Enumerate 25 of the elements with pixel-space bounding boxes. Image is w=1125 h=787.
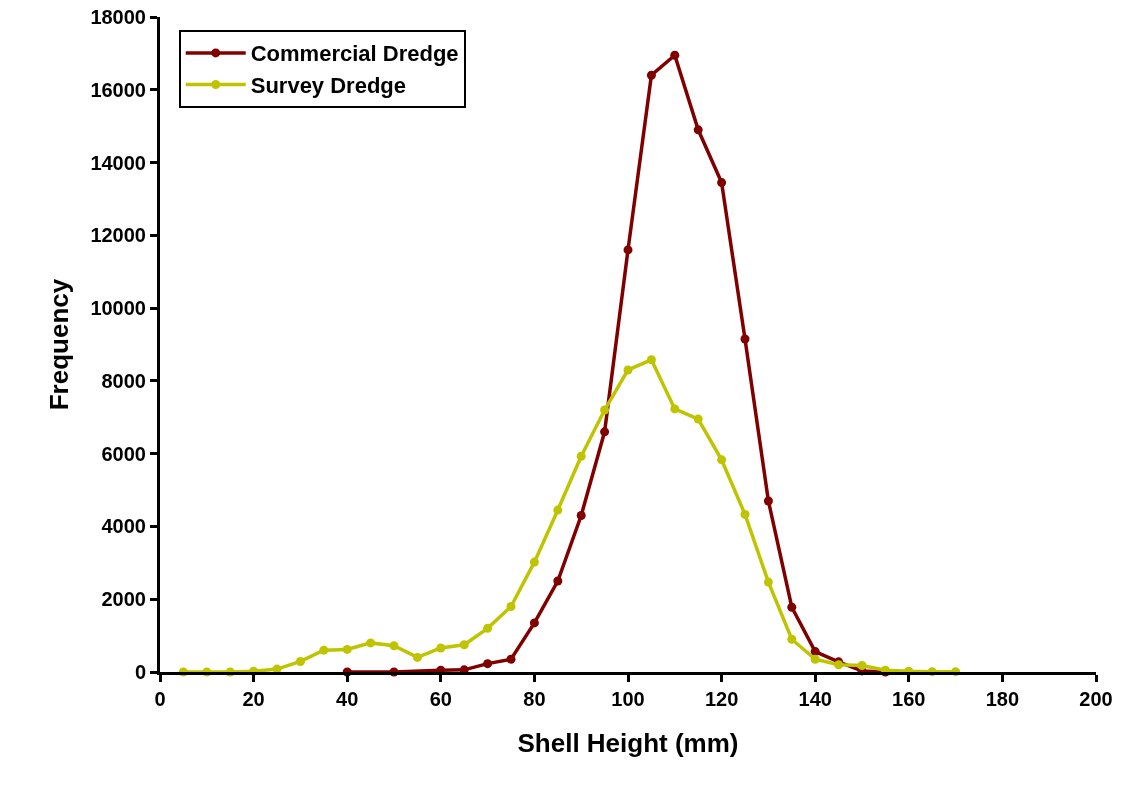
x-tick-label: 80 — [523, 688, 546, 710]
x-tick-label: 100 — [611, 688, 645, 710]
y-axis-title: Frequency — [43, 278, 74, 411]
x-tick-label: 180 — [985, 688, 1020, 710]
y-tick-label: 14000 — [90, 151, 146, 174]
y-tick-label: 2000 — [101, 588, 146, 611]
y-tick-label: 8000 — [101, 369, 146, 392]
y-tick-label: 10000 — [90, 297, 146, 320]
x-tick-label: 140 — [798, 688, 832, 710]
x-tick-label: 160 — [892, 688, 926, 710]
legend-label: Survey Dredge — [250, 73, 407, 99]
x-axis-title: Shell Height (mm) — [517, 727, 739, 758]
x-tick-label: 40 — [336, 688, 359, 710]
y-tick-label: 0 — [134, 661, 146, 683]
x-tick-label: 120 — [704, 688, 739, 710]
x-tick-label: 20 — [242, 688, 265, 710]
x-tick-label: 0 — [154, 688, 166, 710]
x-tick-label: 200 — [1079, 688, 1113, 710]
x-tick-label: 60 — [429, 688, 452, 710]
y-tick-label: 12000 — [90, 224, 146, 247]
y-tick-label: 6000 — [101, 442, 146, 465]
y-tick-label: 18000 — [90, 6, 146, 28]
y-tick-label: 4000 — [101, 515, 146, 538]
legend-label: Commercial Dredge — [250, 41, 459, 67]
y-tick-label: 16000 — [90, 78, 146, 101]
